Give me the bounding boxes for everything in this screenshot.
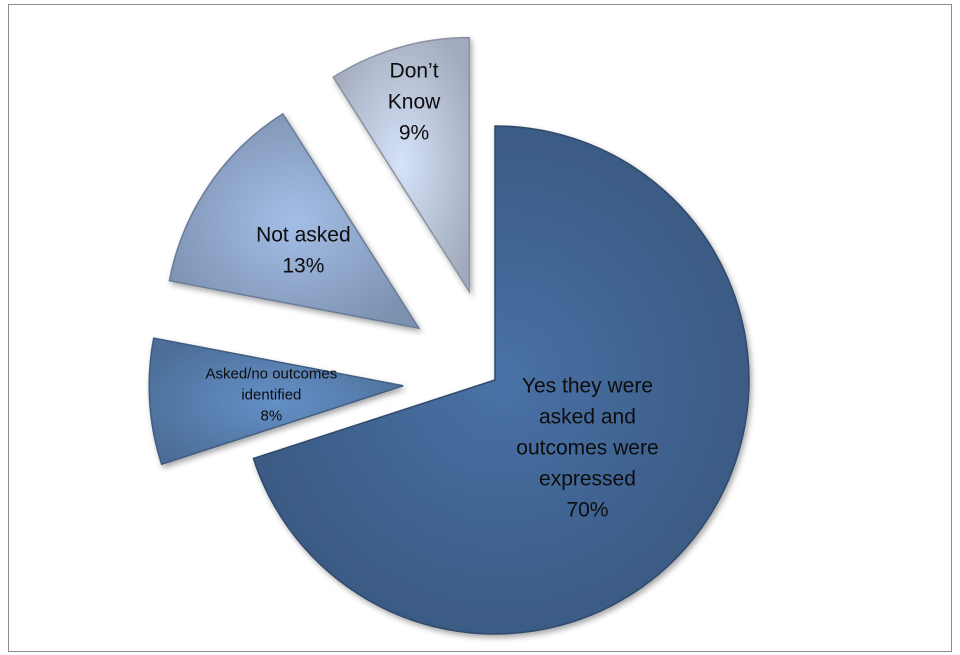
slice-percent-label: 70% bbox=[566, 499, 608, 522]
slice-label-line: Yes they were bbox=[522, 375, 653, 398]
slice-percent-label: 8% bbox=[261, 407, 283, 424]
pie-slice-2 bbox=[168, 112, 421, 330]
slice-label-line: asked and bbox=[539, 406, 636, 429]
slice-label-2: Not asked 13% bbox=[256, 224, 351, 278]
pie-slice-0 bbox=[252, 125, 750, 635]
slice-label-line: expressed bbox=[539, 468, 636, 491]
slice-label-line: Don’t bbox=[390, 60, 439, 83]
slice-percent-label: 13% bbox=[282, 255, 324, 278]
slice-label-3: Don’t Know 9% bbox=[388, 60, 441, 145]
slice-label-1: Asked/no outcomes identified 8% bbox=[205, 365, 337, 424]
slice-label-line: identified bbox=[241, 386, 301, 403]
pie-slice-1 bbox=[148, 337, 404, 466]
slice-label-line: outcomes were bbox=[516, 437, 658, 460]
pie-slice-3 bbox=[332, 36, 471, 295]
slice-label-line: Asked/no outcomes bbox=[205, 365, 337, 382]
slice-label-line: Know bbox=[388, 91, 441, 114]
slice-label-0: Yes they were asked and outcomes were expre… bbox=[516, 375, 658, 522]
slice-percent-label: 9% bbox=[399, 122, 429, 145]
slice-label-line: Not asked bbox=[256, 224, 351, 247]
